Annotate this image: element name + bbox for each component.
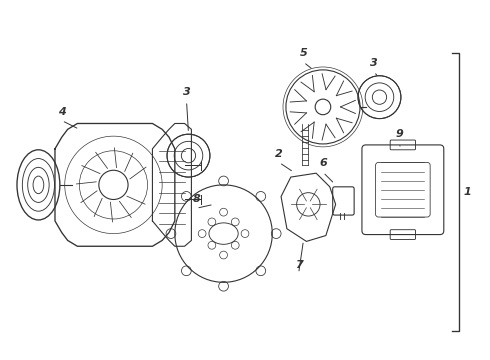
Text: 8: 8	[193, 194, 200, 204]
Text: 5: 5	[299, 48, 307, 58]
Text: 4: 4	[58, 107, 66, 117]
Text: 6: 6	[319, 158, 327, 168]
Text: 3: 3	[183, 87, 191, 97]
Text: 1: 1	[463, 187, 471, 197]
Text: 3: 3	[370, 58, 377, 68]
Text: 7: 7	[294, 260, 302, 270]
Text: 2: 2	[275, 149, 283, 158]
Text: 9: 9	[395, 129, 403, 139]
